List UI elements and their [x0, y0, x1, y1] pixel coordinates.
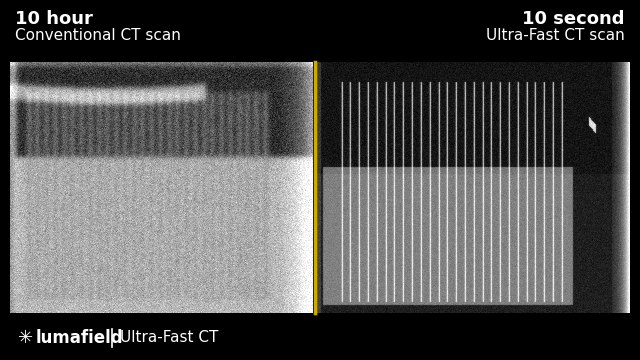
Text: ✳: ✳: [18, 329, 33, 347]
Text: lumafield: lumafield: [36, 329, 124, 347]
Text: Ultra-Fast CT: Ultra-Fast CT: [120, 330, 218, 346]
Text: Ultra-Fast CT scan: Ultra-Fast CT scan: [486, 28, 625, 43]
Text: 10 hour: 10 hour: [15, 10, 93, 28]
Text: Conventional CT scan: Conventional CT scan: [15, 28, 181, 43]
Text: 10 second: 10 second: [522, 10, 625, 28]
